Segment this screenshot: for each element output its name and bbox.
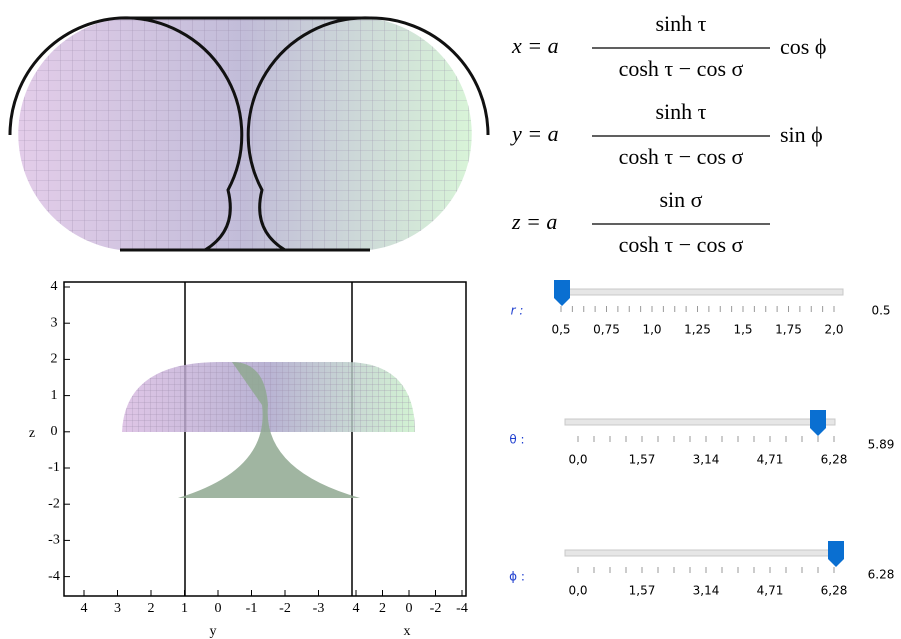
x-tick-label: 2: [379, 601, 386, 616]
numerator: sinh τ: [655, 11, 706, 36]
torus-image: [10, 18, 488, 250]
slider-tick-label: 0,0: [568, 453, 587, 467]
denominator: cosh τ − cos σ: [619, 56, 744, 81]
slider-track: [565, 550, 840, 556]
slider-value: 5.89: [868, 438, 895, 452]
slider-value: 0.5: [871, 304, 890, 318]
y-tick-label: -2: [279, 601, 291, 616]
slider-tick-label: 0,0: [568, 584, 587, 598]
slider-tick-label: 0,5: [551, 323, 570, 337]
plot: [64, 282, 466, 596]
denominator: cosh τ − cos σ: [619, 232, 744, 257]
z-tick-label: -4: [48, 569, 60, 584]
slider-label: ϕ :: [509, 570, 525, 584]
y-tick-label: -1: [246, 601, 258, 616]
slider-tick-label: 4,71: [757, 584, 784, 598]
numerator: sin σ: [659, 187, 702, 212]
slider-label: r :: [511, 304, 524, 318]
z-tick-label: 1: [51, 388, 58, 403]
z-tick-label: -3: [48, 533, 60, 548]
x-tick-label: 4: [353, 601, 360, 616]
factor: cos ϕ: [780, 34, 826, 59]
slider-tick-label: 3,14: [693, 453, 720, 467]
slider-tick-label: 4,71: [757, 453, 784, 467]
slider-tick-label: 1,5: [733, 323, 752, 337]
slider-thumb[interactable]: [554, 280, 570, 306]
z-tick-label: 2: [51, 352, 58, 367]
slider-tick-label: 6,28: [821, 453, 848, 467]
slider-tick-label: 1,25: [684, 323, 711, 337]
screen: x = a sinh τ cosh τ − cos σ cos ϕ y = a sinh …: [0, 0, 901, 639]
slider-tick-label: 3,14: [693, 584, 720, 598]
slider-tick-label: 1,57: [629, 584, 656, 598]
z-tick-label: -1: [48, 460, 60, 475]
x-tick-label: -4: [456, 601, 468, 616]
y-tick-label: 0: [215, 601, 222, 616]
equation-lhs: x = a: [511, 33, 559, 58]
slider-value: 6.28: [868, 568, 895, 582]
slider-thumb[interactable]: [810, 410, 826, 436]
z-axis-label: z: [29, 426, 35, 441]
slider-tick-label: 1,57: [629, 453, 656, 467]
z-tick-label: 3: [51, 315, 58, 330]
z-tick-label: 4: [51, 279, 58, 294]
y-tick-label: 2: [148, 601, 155, 616]
x-axis-label: x: [404, 624, 411, 639]
y-tick-label: 4: [81, 601, 88, 616]
slider-track: [565, 419, 835, 425]
numerator: sinh τ: [655, 99, 706, 124]
equation-lhs: y = a: [510, 121, 559, 146]
z-tick-label: -2: [48, 496, 60, 511]
slider-tick-label: 1,0: [642, 323, 661, 337]
slider-thumb[interactable]: [828, 541, 844, 567]
slider-tick-label: 1,75: [775, 323, 802, 337]
z-tick-label: 0: [51, 424, 58, 439]
slider-tick-label: 2,0: [824, 323, 843, 337]
y-tick-label: 1: [181, 601, 188, 616]
slider-label: θ :: [509, 433, 524, 447]
slider-tick-label: 0,75: [593, 323, 620, 337]
factor: sin ϕ: [780, 122, 823, 147]
slider-track: [560, 289, 843, 295]
x-tick-label: 0: [406, 601, 413, 616]
equation-lhs: z = a: [511, 209, 557, 234]
y-tick-label: -3: [313, 601, 325, 616]
slider-tick-label: 6,28: [821, 584, 848, 598]
y-axis-label: y: [210, 624, 217, 639]
y-tick-label: 3: [114, 601, 121, 616]
denominator: cosh τ − cos σ: [619, 144, 744, 169]
x-tick-label: -2: [430, 601, 442, 616]
